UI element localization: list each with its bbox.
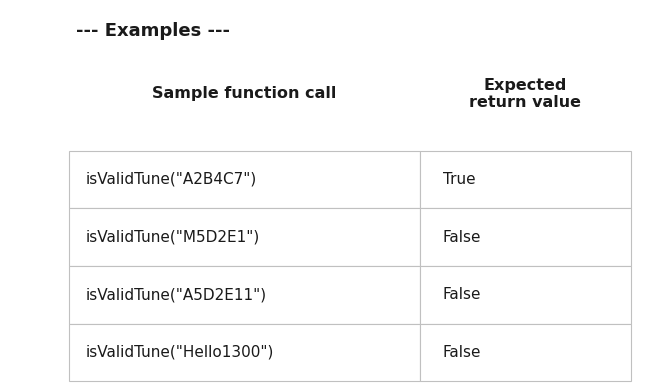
Bar [69, 324, 420, 381]
Bar [69, 151, 420, 208]
Text: False: False [443, 287, 481, 302]
Text: True: True [443, 172, 475, 187]
Text: --- Examples ---: --- Examples --- [76, 22, 230, 39]
Text: isValidTune("Hello1300"): isValidTune("Hello1300") [86, 345, 274, 360]
Text: Sample function call: Sample function call [153, 86, 336, 101]
Text: isValidTune("A5D2E11"): isValidTune("A5D2E11") [86, 287, 267, 302]
Bar [69, 208, 420, 266]
Bar [420, 208, 631, 266]
Bar [420, 266, 631, 324]
Bar [420, 151, 631, 208]
Text: isValidTune("A2B4C7"): isValidTune("A2B4C7") [86, 172, 257, 187]
Text: False: False [443, 230, 481, 244]
Bar [69, 266, 420, 324]
Text: False: False [443, 345, 481, 360]
Bar [420, 324, 631, 381]
Text: isValidTune("M5D2E1"): isValidTune("M5D2E1") [86, 230, 260, 244]
Text: Expected
return value: Expected return value [469, 78, 582, 110]
